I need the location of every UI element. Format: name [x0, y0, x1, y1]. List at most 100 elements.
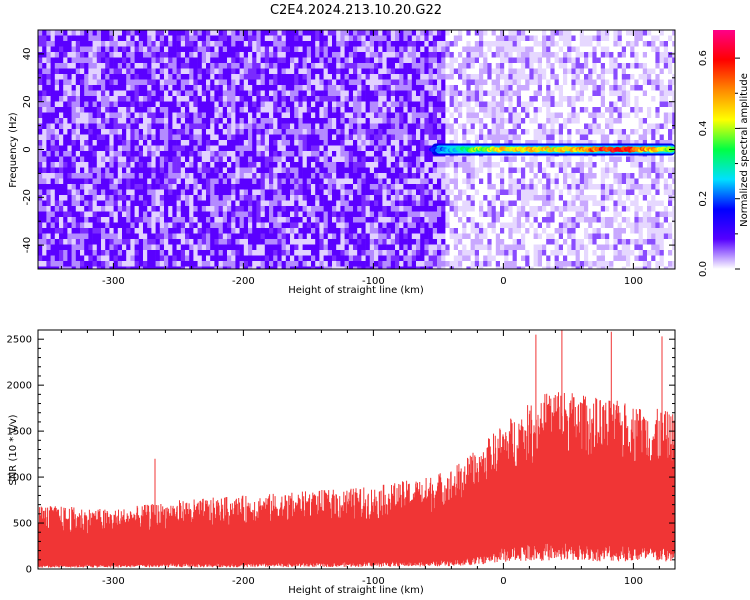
spectrogram-cell — [638, 74, 644, 80]
spectrogram-cell — [638, 118, 644, 124]
spectrogram-cell — [516, 123, 522, 130]
spectrogram-cell — [306, 129, 312, 135]
spectrogram-cell — [491, 74, 497, 80]
spectrogram-cell — [445, 140, 450, 146]
spectrogram-cell — [563, 195, 568, 201]
spectrogram-cell — [369, 173, 375, 179]
spectrogram-cell — [302, 52, 308, 58]
spectrogram-cell — [382, 200, 387, 207]
spectrogram-cell — [420, 90, 425, 97]
spectrogram-cell — [235, 178, 240, 185]
spectrogram-cell — [348, 85, 354, 91]
spectrogram-cell — [542, 63, 547, 69]
spectrogram-cell — [311, 140, 316, 146]
spectrogram-cell — [466, 156, 471, 163]
spectrogram-cell — [130, 184, 135, 190]
spectrogram-cell — [214, 112, 219, 119]
spectrogram-cell — [462, 96, 467, 102]
spectrogram-cell — [420, 57, 425, 64]
spectrogram-cell — [647, 68, 652, 75]
spectrogram-cell — [470, 206, 476, 212]
spectrogram-cell — [323, 46, 329, 53]
spectrogram-cell — [248, 195, 253, 201]
spectrogram-cell — [407, 145, 413, 152]
spectrogram-cell — [298, 129, 303, 135]
spectrogram-cell — [378, 195, 383, 201]
spectrogram-cell — [327, 79, 333, 86]
spectrogram-cell — [462, 46, 467, 53]
spectrogram-cell — [138, 63, 144, 69]
spectrogram-cell — [365, 156, 371, 163]
spectrogram-cell — [533, 140, 539, 146]
spectrogram-cell — [542, 140, 547, 146]
spectrogram-cell — [449, 206, 455, 212]
spectrogram-cell — [659, 68, 665, 75]
spectrogram-cell — [584, 118, 589, 124]
spectrogram-cell — [298, 195, 303, 201]
spectrogram-cell — [252, 156, 257, 163]
spectrogram-cell — [222, 129, 228, 135]
spectrogram-cell — [369, 151, 375, 157]
spectrogram-cell — [424, 156, 429, 163]
spectrogram-cell — [474, 184, 480, 190]
spectrogram-cell — [659, 134, 665, 141]
spectrogram-cell — [323, 140, 329, 146]
spectrogram-cell — [584, 63, 589, 69]
spectrogram-cell — [277, 85, 282, 91]
spectrogram-cell — [75, 184, 81, 190]
spectrogram-cell — [336, 195, 341, 201]
spectrogram-cell — [42, 90, 47, 97]
spectrogram-cell — [596, 74, 602, 80]
spectrogram-cell — [516, 162, 522, 168]
spectrogram-cell — [588, 129, 593, 135]
spectrogram-cell — [130, 57, 135, 64]
spectrogram-cell — [126, 200, 131, 207]
spectrogram-cell — [369, 52, 375, 58]
spectrogram-cell — [298, 68, 303, 75]
spectrogram-cell — [403, 118, 408, 124]
spectrogram-cell — [558, 189, 564, 196]
spectrogram-cell — [176, 46, 182, 53]
spectrogram-cell — [390, 96, 396, 102]
spectrogram-cell — [411, 140, 417, 146]
spectrogram-cell — [281, 112, 287, 119]
spectrogram-cell — [277, 79, 282, 86]
spectrogram-cell — [252, 68, 257, 75]
spectrogram-cell — [113, 63, 119, 69]
spectrogram-cell — [449, 167, 455, 174]
spectrogram-cell — [147, 134, 152, 141]
spectrogram-cell — [92, 156, 98, 163]
spectrogram-cell — [231, 162, 236, 168]
spectrogram-cell — [521, 129, 526, 135]
spectrogram-cell — [584, 173, 589, 179]
spectrogram-cell — [109, 167, 114, 174]
spectrogram-cell — [508, 112, 513, 119]
spectrogram-cell — [474, 206, 480, 212]
spectrogram-cell — [273, 30, 278, 36]
spectrogram-cell — [197, 167, 203, 174]
spectrogram-cell — [38, 151, 43, 157]
spectrogram-cell — [491, 195, 497, 201]
spectrogram-cell — [613, 178, 618, 185]
spectrogram-cell — [340, 167, 345, 174]
spectrogram-cell — [46, 189, 51, 196]
spectrogram-cell — [600, 167, 606, 174]
spectrogram-cell — [575, 167, 581, 174]
spectrogram-cell — [529, 79, 534, 86]
spectrogram-cell — [348, 112, 354, 119]
spectrogram-cell — [420, 151, 425, 157]
spectrogram-cell — [416, 96, 421, 102]
spectrogram-cell — [361, 41, 366, 47]
spectrogram-cell — [189, 195, 194, 201]
spectrogram-cell — [252, 74, 257, 80]
spectrogram-cell — [290, 129, 295, 135]
spectrogram-cell — [218, 200, 224, 207]
spectrogram-cell — [46, 134, 51, 141]
spectrogram-cell — [235, 68, 240, 75]
spectrogram-cell — [273, 101, 278, 108]
spectrogram-cell — [365, 30, 371, 36]
spectrogram-cell — [453, 156, 459, 163]
spectrogram-cell — [554, 162, 560, 168]
spectrogram-cell — [264, 173, 270, 179]
spectrogram-cell — [159, 52, 165, 58]
